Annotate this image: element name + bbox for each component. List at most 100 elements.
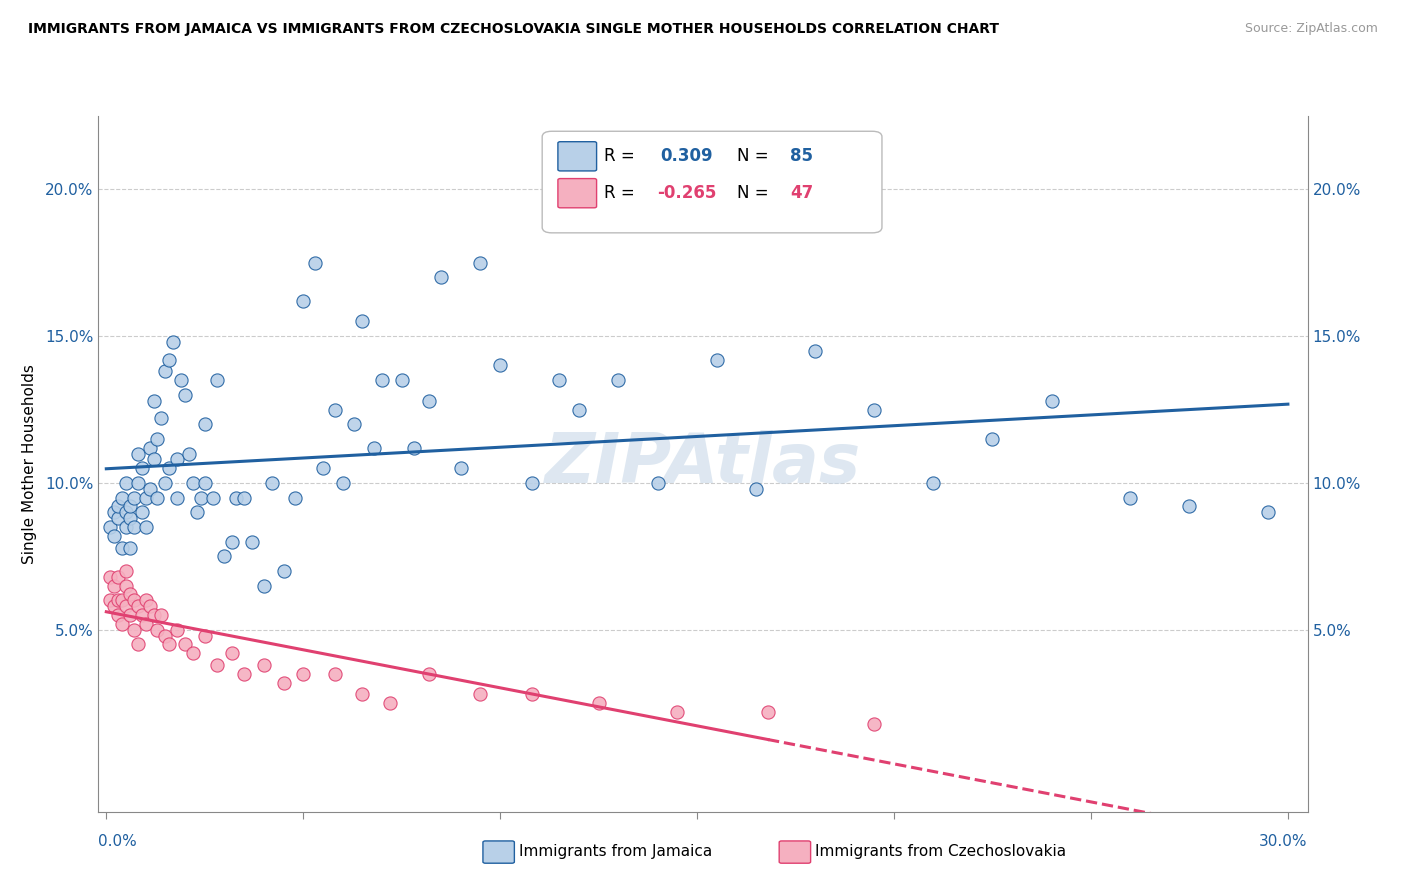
Point — [1119, 491, 1142, 505]
Point — [118, 511, 141, 525]
Point — [127, 599, 149, 614]
Point — [115, 579, 138, 593]
FancyBboxPatch shape — [558, 178, 596, 208]
Point — [135, 616, 157, 631]
Point — [863, 716, 886, 731]
Text: IMMIGRANTS FROM JAMAICA VS IMMIGRANTS FROM CZECHOSLOVAKIA SINGLE MOTHER HOUSEHOL: IMMIGRANTS FROM JAMAICA VS IMMIGRANTS FR… — [28, 22, 1000, 37]
Point — [292, 293, 315, 308]
Point — [418, 666, 440, 681]
Point — [115, 475, 138, 490]
Point — [142, 393, 165, 408]
Point — [122, 520, 145, 534]
Point — [647, 475, 669, 490]
Text: N =: N = — [737, 147, 769, 165]
Point — [253, 657, 276, 672]
Text: Immigrants from Jamaica: Immigrants from Jamaica — [519, 844, 713, 859]
Point — [127, 637, 149, 651]
Point — [174, 388, 197, 402]
Point — [127, 446, 149, 460]
Point — [548, 373, 571, 387]
Point — [273, 675, 295, 690]
Point — [111, 616, 134, 631]
Point — [115, 505, 138, 519]
Point — [107, 593, 129, 607]
Text: 0.309: 0.309 — [661, 147, 713, 165]
Point — [470, 256, 492, 270]
Point — [804, 343, 827, 358]
Point — [352, 687, 374, 701]
Point — [233, 491, 256, 505]
FancyBboxPatch shape — [543, 131, 882, 233]
Point — [127, 475, 149, 490]
Point — [260, 475, 283, 490]
Point — [103, 579, 125, 593]
Point — [150, 607, 173, 622]
Point — [233, 666, 256, 681]
Point — [666, 705, 689, 719]
Point — [363, 441, 385, 455]
Point — [166, 491, 188, 505]
Point — [166, 623, 188, 637]
Point — [98, 570, 121, 584]
Point — [402, 441, 425, 455]
Point — [323, 402, 346, 417]
Point — [371, 373, 394, 387]
Point — [221, 534, 243, 549]
Point — [181, 475, 204, 490]
Point — [135, 491, 157, 505]
Point — [292, 666, 315, 681]
Point — [253, 579, 276, 593]
Text: Source: ZipAtlas.com: Source: ZipAtlas.com — [1244, 22, 1378, 36]
Point — [568, 402, 591, 417]
Point — [135, 520, 157, 534]
Point — [131, 505, 153, 519]
Point — [122, 593, 145, 607]
Point — [190, 491, 212, 505]
Point — [194, 475, 217, 490]
Point — [378, 696, 401, 710]
Text: N =: N = — [737, 184, 769, 202]
Point — [118, 541, 141, 555]
Point — [157, 461, 180, 475]
Text: 85: 85 — [790, 147, 813, 165]
Point — [588, 696, 610, 710]
Point — [107, 500, 129, 514]
Text: 30.0%: 30.0% — [1260, 834, 1308, 849]
FancyBboxPatch shape — [558, 142, 596, 171]
Point — [118, 587, 141, 601]
Text: R =: R = — [603, 184, 634, 202]
Point — [520, 687, 543, 701]
Point — [103, 505, 125, 519]
Point — [205, 373, 228, 387]
Point — [186, 505, 208, 519]
Point — [111, 541, 134, 555]
Point — [103, 599, 125, 614]
Point — [430, 270, 453, 285]
Point — [107, 570, 129, 584]
Point — [489, 359, 512, 373]
Point — [103, 529, 125, 543]
Point — [756, 705, 779, 719]
Point — [157, 637, 180, 651]
Point — [312, 461, 335, 475]
Point — [981, 432, 1004, 446]
Text: 0.0%: 0.0% — [98, 834, 138, 849]
Point — [273, 564, 295, 578]
Point — [221, 646, 243, 660]
FancyBboxPatch shape — [779, 841, 811, 863]
Point — [745, 482, 768, 496]
Text: 47: 47 — [790, 184, 813, 202]
Point — [332, 475, 354, 490]
Point — [470, 687, 492, 701]
Point — [138, 482, 160, 496]
Point — [138, 441, 160, 455]
Point — [98, 520, 121, 534]
Text: ZIPAtlas: ZIPAtlas — [546, 430, 860, 498]
Point — [225, 491, 247, 505]
Point — [138, 599, 160, 614]
Point — [162, 334, 184, 349]
Point — [166, 452, 188, 467]
Point — [107, 511, 129, 525]
Text: Immigrants from Czechoslovakia: Immigrants from Czechoslovakia — [815, 844, 1067, 859]
Point — [150, 411, 173, 425]
